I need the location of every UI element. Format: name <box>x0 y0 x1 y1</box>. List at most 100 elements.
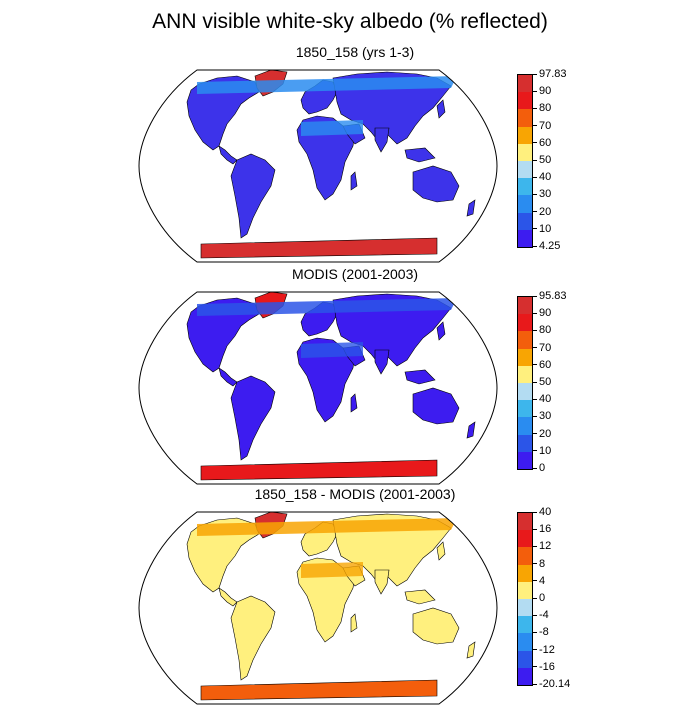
colorbar-segment <box>518 195 532 213</box>
colorbar-tick-label: 80 <box>533 102 551 114</box>
central-america-region <box>218 145 238 165</box>
colorbar-tick-label: 95.83 <box>533 290 567 302</box>
colorbar-segment <box>518 331 532 349</box>
antarctica-region <box>200 459 438 481</box>
colorbar-segment <box>518 513 532 531</box>
japan-region <box>436 541 446 561</box>
colorbar-segment <box>518 314 532 332</box>
colorbar-segment <box>518 229 532 248</box>
panel-1-map <box>138 69 498 263</box>
colorbar-tick-label: -4 <box>533 609 549 621</box>
sahara-band <box>301 342 363 358</box>
madagascar-region <box>350 393 358 413</box>
colorbar-segment <box>518 530 532 548</box>
colorbar-segment <box>518 400 532 418</box>
colorbar-segment <box>518 383 532 401</box>
boreal-band <box>197 518 457 536</box>
india-region <box>374 349 390 375</box>
panel-3-map <box>138 511 498 705</box>
colorbar-tick-label: 16 <box>533 523 551 535</box>
panel-1-colorbar <box>517 74 533 248</box>
india-region <box>374 569 390 595</box>
panel-1-colorbar-labels: 97.83 90 80 70 60 50 40 30 20 10 4.25 <box>533 68 593 252</box>
colorbar-tick-label: 70 <box>533 120 551 132</box>
central-america-region <box>218 587 238 607</box>
panel-3-colorbar <box>517 512 533 686</box>
colorbar-tick-label: -16 <box>533 661 555 673</box>
colorbar-segment <box>518 417 532 435</box>
new-zealand-region <box>466 641 476 659</box>
se-asia-islands-region <box>404 147 436 163</box>
colorbar-tick-label: 30 <box>533 188 551 200</box>
colorbar-tick-label: 90 <box>533 85 551 97</box>
colorbar-segment <box>518 667 532 686</box>
colorbar-tick-label: 0 <box>533 462 545 474</box>
colorbar-tick-label: 8 <box>533 558 545 570</box>
colorbar-tick-label: 10 <box>533 223 551 235</box>
boreal-band <box>197 76 457 94</box>
colorbar-segment <box>518 547 532 565</box>
colorbar-tick-label: -8 <box>533 626 549 638</box>
central-america-region <box>218 367 238 387</box>
colorbar-tick-label: -12 <box>533 644 555 656</box>
colorbar-segment <box>518 348 532 366</box>
australia-region <box>412 165 460 203</box>
colorbar-segment <box>518 126 532 144</box>
antarctica-region <box>200 237 438 259</box>
panel-3-title: 1850_158 - MODIS (2001-2003) <box>254 486 456 502</box>
figure-title: ANN visible white-sky albedo (% reflecte… <box>152 10 548 33</box>
colorbar-segment <box>518 178 532 196</box>
new-zealand-region <box>466 199 476 217</box>
colorbar-segment <box>518 599 532 617</box>
colorbar-segment <box>518 616 532 634</box>
colorbar-segment <box>518 633 532 651</box>
colorbar-tick-label: 50 <box>533 154 551 166</box>
colorbar-tick-label: 0 <box>533 592 545 604</box>
south-america-region <box>230 595 276 681</box>
map-border <box>138 291 498 485</box>
colorbar-tick-label: 60 <box>533 359 551 371</box>
madagascar-region <box>350 171 358 191</box>
colorbar-tick-label: 30 <box>533 410 551 422</box>
colorbar-tick-label: 4 <box>533 575 545 587</box>
antarctica-region <box>200 679 438 701</box>
colorbar-tick-label: 80 <box>533 324 551 336</box>
colorbar-segment <box>518 75 532 93</box>
colorbar-tick-label: 12 <box>533 540 551 552</box>
colorbar-segment <box>518 92 532 110</box>
panel-2-colorbar-labels: 95.83 90 80 70 60 50 40 30 20 10 0 <box>533 290 593 474</box>
colorbar-tick-label: 4.25 <box>533 240 560 252</box>
sahara-band <box>301 120 363 136</box>
colorbar-tick-label: 40 <box>533 171 551 183</box>
colorbar-segment <box>518 434 532 452</box>
colorbar-tick-label: 40 <box>533 393 551 405</box>
panel-2-colorbar <box>517 296 533 470</box>
colorbar-tick-label: -20.14 <box>533 678 570 690</box>
panel-2-map <box>138 291 498 485</box>
map-border <box>138 69 498 263</box>
colorbar-tick-label: 60 <box>533 137 551 149</box>
colorbar-segment <box>518 143 532 162</box>
south-america-region <box>230 375 276 461</box>
panel-3-colorbar-labels: 40 16 12 8 4 0 -4 -8 -12 -16 -20.14 <box>533 506 593 690</box>
australia-region <box>412 607 460 645</box>
colorbar-tick-label: 40 <box>533 506 551 518</box>
colorbar-segment <box>518 161 532 179</box>
colorbar-segment <box>518 564 532 582</box>
south-america-region <box>230 153 276 239</box>
japan-region <box>436 321 446 341</box>
colorbar-tick-label: 97.83 <box>533 68 567 80</box>
madagascar-region <box>350 613 358 633</box>
colorbar-tick-label: 50 <box>533 376 551 388</box>
panel-2-title: MODIS (2001-2003) <box>291 266 419 282</box>
colorbar-segment <box>518 365 532 384</box>
australia-region <box>412 387 460 425</box>
colorbar-tick-label: 20 <box>533 428 551 440</box>
colorbar-tick-label: 70 <box>533 342 551 354</box>
colorbar-segment <box>518 451 532 470</box>
boreal-band <box>197 298 457 316</box>
sahara-band <box>301 562 363 578</box>
colorbar-segment <box>518 581 532 600</box>
colorbar-segment <box>518 297 532 315</box>
colorbar-tick-label: 90 <box>533 307 551 319</box>
